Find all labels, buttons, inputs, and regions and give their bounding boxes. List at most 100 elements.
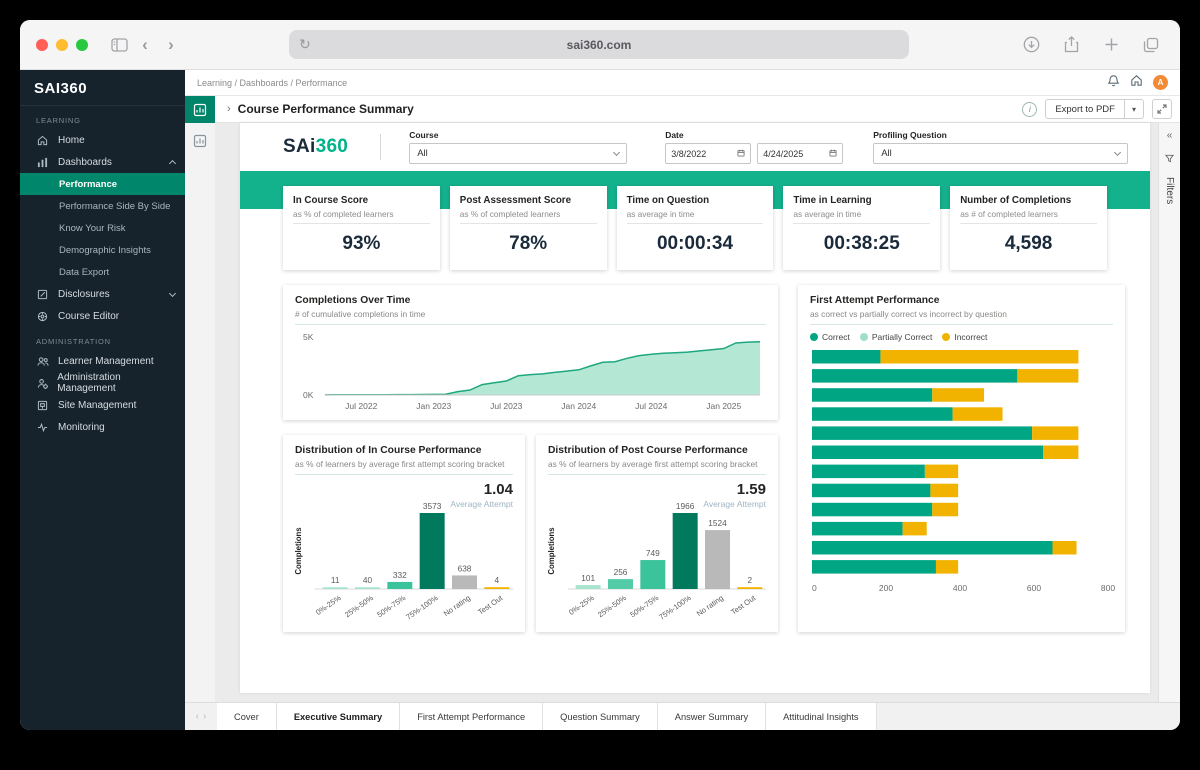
report-header: › Course Performance Summary i Export to… [215, 96, 1180, 123]
report-page-tabs: ‹ › Cover Executive Summary First Attemp… [185, 702, 1180, 730]
export-dropdown-caret[interactable]: ▾ [1123, 100, 1143, 118]
notifications-bell-icon[interactable] [1107, 74, 1120, 92]
sidebar-item-data-export[interactable]: Data Export [59, 266, 110, 278]
report-title: Course Performance Summary [237, 102, 414, 116]
sidebar-item-label: Disclosures [58, 288, 110, 300]
learner-management-icon [36, 356, 49, 367]
info-icon[interactable]: i [1022, 101, 1038, 117]
date-from-input[interactable]: 3/8/2022 [665, 143, 752, 164]
profiling-question-filter-value: All [881, 148, 892, 159]
sidebar-item-performance[interactable]: Performance [20, 173, 185, 195]
sidebar-item-disclosures[interactable]: Disclosures [20, 283, 185, 305]
fullscreen-expand-icon[interactable] [1152, 99, 1172, 119]
kpi-value: 00:38:25 [823, 233, 900, 254]
chart-subtitle: # of cumulative completions in time [295, 309, 766, 325]
kpi-title: In Course Score [293, 195, 369, 206]
kpi-value: 4,598 [1004, 233, 1053, 254]
sidebar-item-label: Administration Management [57, 372, 121, 394]
collapse-chevrons-icon[interactable]: « [1166, 130, 1173, 141]
report-filter-bar: SAi360 Course All [240, 123, 1150, 171]
sidebar-item-monitoring[interactable]: Monitoring [20, 416, 185, 438]
partially-correct-legend-dot [859, 333, 868, 341]
svg-text:0: 0 [812, 583, 817, 593]
tab-executive-summary[interactable]: Executive Summary [276, 703, 401, 730]
tab-cover[interactable]: Cover [217, 703, 277, 730]
kpi-subtitle: as % of completed learners [459, 209, 597, 224]
tab-overview-icon[interactable] [1138, 32, 1164, 58]
forward-button[interactable]: › [168, 34, 174, 54]
sidebar-item-demographic-insights[interactable]: Demographic Insights [59, 244, 151, 256]
sidebar-item-dashboards[interactable]: Dashboards [20, 151, 185, 173]
svg-text:11: 11 [331, 575, 340, 585]
sidebar-item-label: Dashboards [58, 156, 112, 168]
share-icon[interactable] [1058, 32, 1084, 58]
first-attempt-performance-card: First Attempt Performance as correct vs … [798, 285, 1125, 632]
distribution-post-course-card: Distribution of Post Course Performance … [536, 435, 778, 632]
downloads-icon[interactable] [1018, 32, 1044, 58]
completions-over-time-card: Completions Over Time # of cumulative co… [283, 285, 778, 420]
sidebar-item-home[interactable]: Home [20, 129, 185, 151]
sidebar-toggle-icon[interactable] [106, 32, 132, 58]
legend-label: Partially Correct [871, 332, 933, 342]
svg-text:40: 40 [363, 575, 373, 585]
tab-first-attempt-performance[interactable]: First Attempt Performance [400, 703, 544, 730]
first-attempt-performance-chart: 0 200 400 600 800 [812, 350, 1115, 593]
report-icon-secondary[interactable] [185, 129, 215, 153]
svg-text:5K: 5K [303, 332, 314, 342]
kpi-value: 78% [509, 233, 548, 254]
svg-text:400: 400 [953, 583, 967, 593]
distribution-in-course-card: Distribution of In Course Performance as… [283, 435, 525, 632]
tabs-prev-icon[interactable]: ‹ [195, 711, 199, 722]
report-canvas: SAi360 Course All [215, 123, 1158, 702]
site-management-icon [36, 400, 49, 411]
date-to-input[interactable]: 4/24/2025 [757, 143, 844, 164]
svg-text:Completions: Completions [294, 527, 303, 575]
profiling-question-filter-select[interactable]: All [873, 143, 1128, 164]
sidebar-item-performance-side-by-side[interactable]: Performance Side By Side [59, 200, 171, 212]
chevron-down-icon [1113, 148, 1122, 157]
chart-subtitle: as % of learners by average first attemp… [548, 459, 766, 475]
svg-text:Test Out: Test Out [476, 593, 505, 617]
sidebar-item-administration-management[interactable]: Administration Management [20, 372, 185, 394]
address-bar[interactable]: ↻ sai360.com [289, 30, 909, 59]
kpi-card-time-on-question: Time on Question as average in time 00:0… [616, 186, 774, 270]
svg-text:75%-100%: 75%-100% [404, 593, 439, 622]
reload-icon[interactable]: ↻ [299, 36, 311, 52]
kpi-subtitle: as average in time [626, 209, 764, 224]
chevron-right-icon[interactable]: › [227, 103, 231, 115]
incorrect-legend-dot [942, 333, 951, 341]
sidebar-item-learner-management[interactable]: Learner Management [20, 350, 185, 372]
browser-chrome: ‹ › ↻ sai360.com [20, 20, 1180, 70]
date-from-value: 3/8/2022 [671, 148, 707, 159]
svg-text:638: 638 [458, 563, 472, 573]
filters-collapsed-panel[interactable]: « Filters [1158, 123, 1180, 702]
minimize-window-button[interactable] [56, 38, 68, 51]
course-filter-select[interactable]: All [409, 143, 628, 164]
tab-attitudinal-insights[interactable]: Attitudinal Insights [766, 703, 877, 730]
sidebar-section-administration: ADMINISTRATION [36, 337, 111, 346]
svg-text:Completions: Completions [547, 527, 556, 575]
course-editor-icon [36, 311, 49, 322]
svg-text:3573: 3573 [423, 501, 442, 511]
back-button[interactable]: ‹ [142, 34, 148, 54]
home-icon[interactable] [1130, 74, 1143, 92]
sidebar-item-course-editor[interactable]: Course Editor [20, 305, 185, 327]
disclosures-icon [36, 289, 49, 300]
zoom-window-button[interactable] [76, 38, 88, 51]
browser-window: ‹ › ↻ sai360.com SAI360 LEARNING [20, 20, 1180, 730]
tab-answer-summary[interactable]: Answer Summary [657, 703, 767, 730]
filter-funnel-icon [1164, 150, 1175, 168]
user-avatar[interactable]: A [1153, 75, 1168, 90]
new-tab-icon[interactable] [1098, 32, 1124, 58]
sidebar-item-know-your-risk[interactable]: Know Your Risk [59, 222, 126, 234]
distribution-post-course-chart: 101 0%-25% 256 25%-50% 749 50%-75% 1966 75%-100… [547, 501, 766, 622]
report-icon-performance[interactable] [185, 96, 215, 123]
tabs-next-icon[interactable]: › [203, 711, 207, 722]
dashboards-icon [36, 157, 49, 168]
tab-question-summary[interactable]: Question Summary [543, 703, 658, 730]
date-to-value: 4/24/2025 [763, 148, 804, 159]
export-to-pdf-button[interactable]: Export to PDF ▾ [1045, 99, 1144, 119]
close-window-button[interactable] [36, 38, 48, 51]
sidebar-item-site-management[interactable]: Site Management [20, 394, 185, 416]
svg-text:25%-50%: 25%-50% [596, 593, 628, 619]
